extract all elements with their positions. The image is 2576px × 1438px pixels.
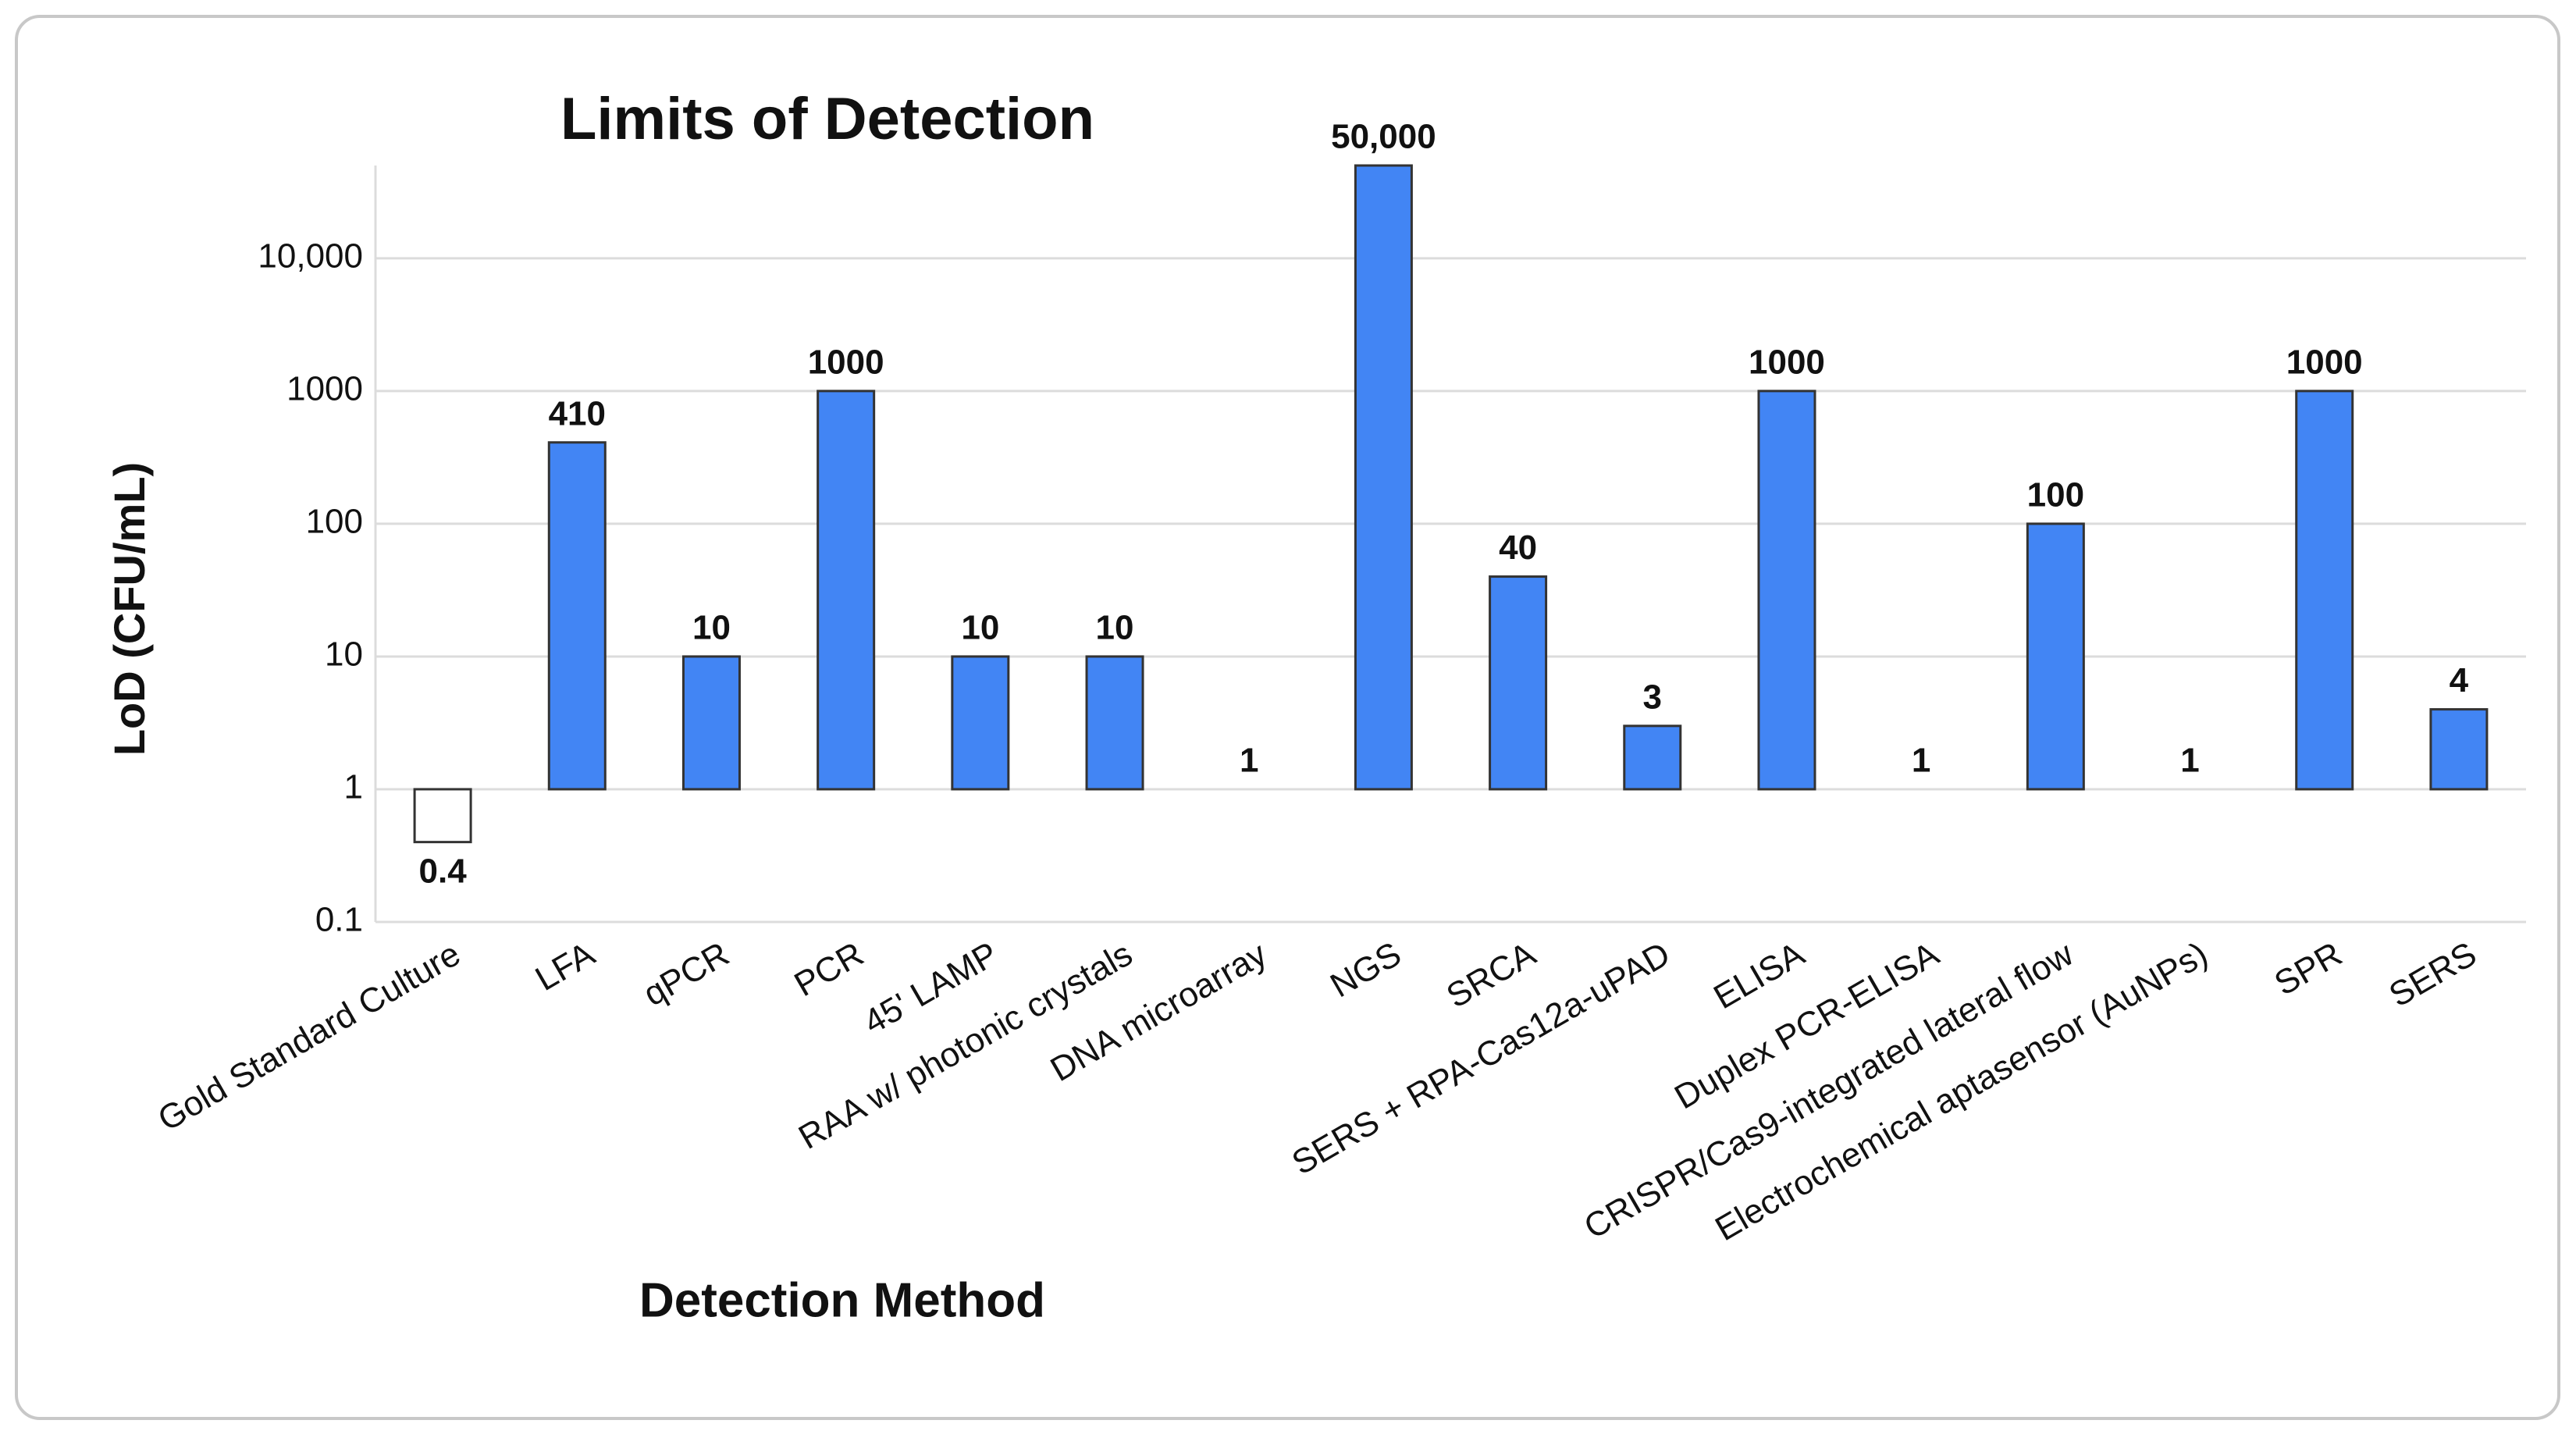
y-axis-label: LoD (CFU/mL) xyxy=(105,462,154,756)
value-label: 1000 xyxy=(808,343,884,382)
value-label: 1000 xyxy=(2286,343,2363,382)
value-label: 3 xyxy=(1643,678,1662,716)
x-axis-label: Detection Method xyxy=(639,1273,1045,1327)
value-label: 100 xyxy=(2027,476,2084,514)
value-label: 1 xyxy=(1240,742,1258,780)
bar xyxy=(2295,390,2354,791)
bar xyxy=(1489,575,1548,791)
value-label: 0.4 xyxy=(419,852,468,890)
value-label: 10 xyxy=(1096,609,1134,647)
y-tick-label: 10,000 xyxy=(258,237,363,275)
value-label: 410 xyxy=(549,394,606,432)
bar xyxy=(951,655,1010,791)
bar xyxy=(547,441,607,791)
y-tick-label: 0.1 xyxy=(315,901,363,939)
value-label: 1 xyxy=(1912,742,1930,780)
value-label: 50,000 xyxy=(1331,118,1436,156)
bar xyxy=(1623,724,1682,791)
bar xyxy=(1757,390,1816,791)
bar xyxy=(2026,522,2085,791)
y-tick-label: 1000 xyxy=(286,370,363,408)
value-label: 1 xyxy=(2180,742,2199,780)
value-label: 1000 xyxy=(1749,343,1825,382)
value-label: 4 xyxy=(2450,661,2469,699)
bar xyxy=(1085,655,1144,791)
bar xyxy=(2429,708,2489,791)
bar xyxy=(1354,164,1413,791)
value-label: 10 xyxy=(961,609,999,647)
value-label: 40 xyxy=(1499,529,1537,567)
bar xyxy=(681,655,741,791)
y-tick-label: 10 xyxy=(325,635,363,674)
chart-title: Limits of Detection xyxy=(560,86,1094,152)
y-tick-label: 1 xyxy=(344,768,363,806)
bar xyxy=(413,788,472,844)
y-tick-label: 100 xyxy=(306,503,363,541)
chart-frame xyxy=(15,15,2560,1420)
bar xyxy=(817,390,876,791)
value-label: 10 xyxy=(692,609,731,647)
